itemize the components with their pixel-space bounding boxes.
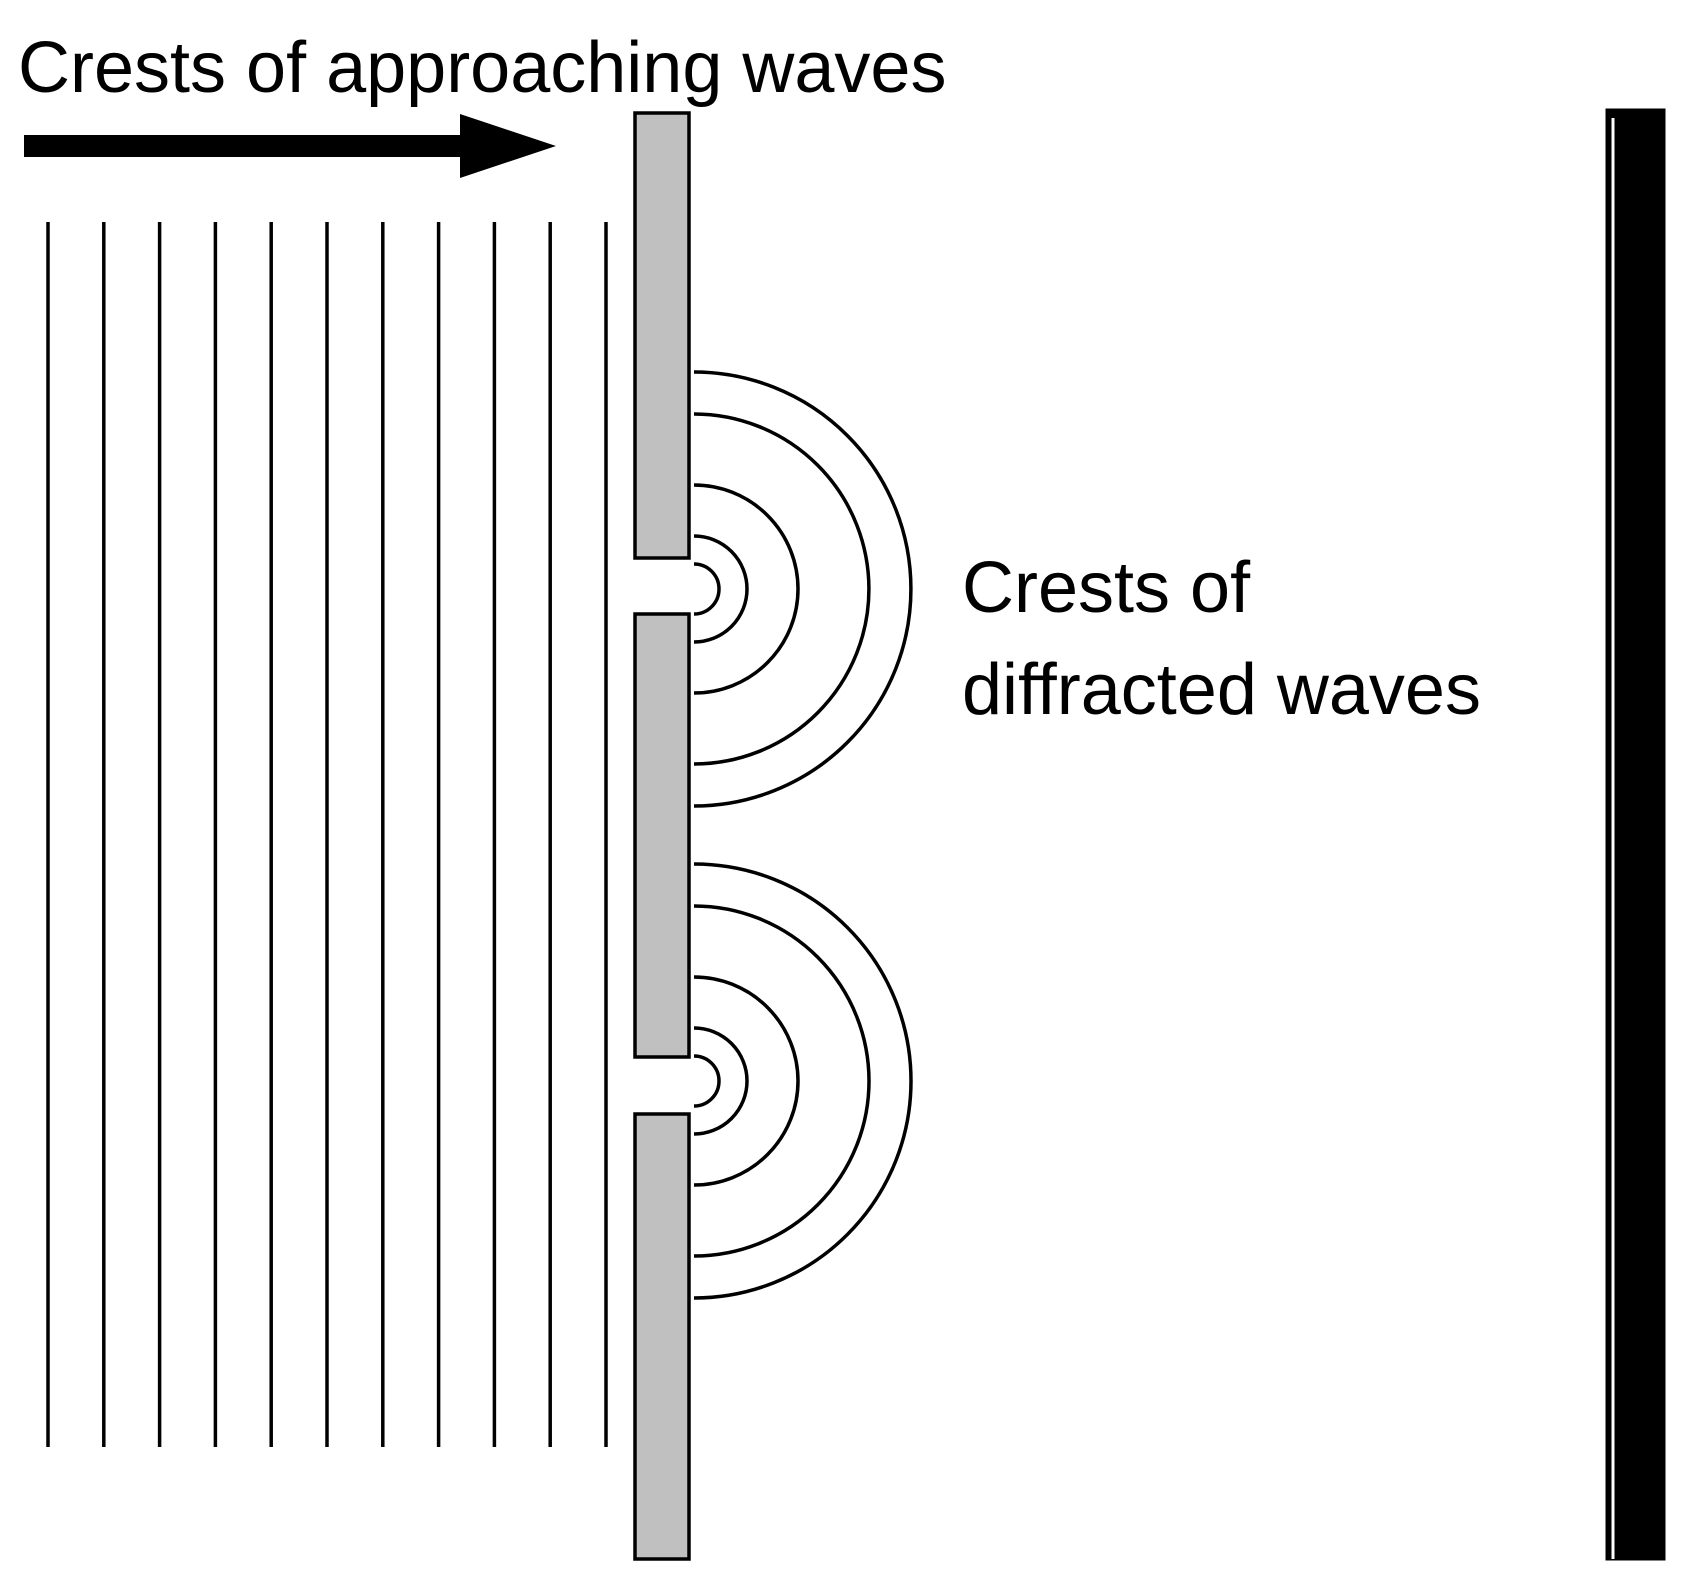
- barrier-top-segment: [633, 111, 691, 560]
- diffracted-crest: [693, 562, 721, 616]
- direction-arrow: [24, 114, 556, 178]
- double-slit-barrier: [633, 111, 691, 1561]
- diffracted-waves-label-line2: diffracted waves: [962, 650, 1481, 730]
- diffracted-crest: [693, 975, 800, 1187]
- incident-wave-crests: [46, 222, 608, 1447]
- barrier-middle-segment: [633, 612, 691, 1059]
- diffracted-waves-label-line1: Crests of: [962, 548, 1251, 628]
- approaching-waves-label: Crests of approaching waves: [18, 28, 946, 108]
- diffracted-crest: [693, 370, 913, 808]
- barrier-bottom-segment: [633, 1112, 691, 1561]
- diffracted-crest: [693, 1054, 721, 1108]
- diffracted-crest: [693, 534, 749, 644]
- diffracted-crests-lower-slit: [693, 862, 913, 1300]
- diffracted-crest: [693, 904, 871, 1258]
- arrow-shaft: [24, 135, 464, 157]
- diffracted-crests-upper-slit: [693, 370, 913, 808]
- screen-bar: [1605, 108, 1666, 1561]
- diffracted-crest: [693, 862, 913, 1300]
- diffracted-crest: [693, 483, 800, 695]
- arrow-head: [460, 114, 556, 178]
- diffracted-crest: [693, 1026, 749, 1136]
- diffracted-crest: [693, 412, 871, 766]
- viewing-screen: [1605, 108, 1666, 1561]
